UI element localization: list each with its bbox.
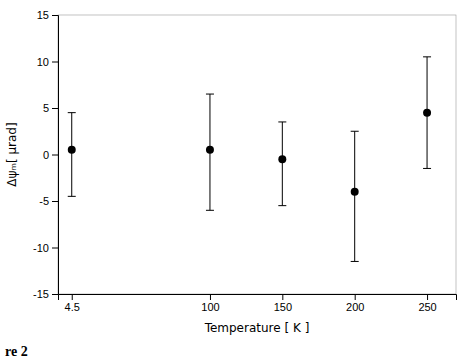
plot-frame (58, 15, 456, 294)
y-axis: -15 -10 -5 0 5 10 15 (33, 9, 58, 300)
tick: 4.5 (65, 294, 80, 313)
tick-mark (282, 294, 283, 300)
error-bar-cap (423, 56, 431, 57)
tick-label: 10 (37, 56, 49, 68)
chart: 4.5 100 150 200 250 -15 -10 -5 0 5 10 15 Temperature… (0, 0, 474, 362)
tick-label: -15 (33, 288, 49, 300)
tick-label: 0 (43, 149, 49, 161)
error-bar (206, 94, 214, 210)
error-bar-stem (354, 131, 355, 261)
axis-line (52, 16, 59, 295)
error-bar (68, 113, 76, 197)
tick-mark (427, 294, 428, 300)
tick-label: 250 (418, 301, 436, 313)
tick: 100 (201, 294, 219, 313)
error-bar-cap (206, 94, 214, 95)
error-bar (351, 131, 359, 261)
point (278, 155, 286, 163)
error-bar-stem (71, 113, 72, 197)
error-bar (423, 57, 431, 169)
error-bar-cap (423, 168, 431, 169)
point (68, 146, 76, 154)
tick: -15 (33, 288, 58, 300)
x-axis: 4.5 100 150 200 250 (59, 294, 457, 313)
tick-mark (52, 108, 58, 109)
error-bar-cap (351, 131, 359, 132)
tick: 200 (346, 294, 364, 313)
tick: 250 (418, 294, 436, 313)
plot: 4.5 100 150 200 250 -15 -10 -5 0 5 10 15 (33, 9, 456, 313)
error-bar-cap (206, 210, 214, 211)
tick: 150 (274, 294, 292, 313)
tick: 0 (43, 149, 58, 161)
error-bar (278, 122, 286, 206)
error-bar-cap (278, 121, 286, 122)
point (423, 109, 431, 117)
axis-line (59, 295, 457, 301)
tick: 5 (43, 102, 58, 114)
tick-mark (52, 15, 58, 16)
tick-mark (52, 248, 58, 249)
tick-mark (355, 294, 356, 300)
error-bar-stem (282, 122, 283, 206)
tick-label: 5 (43, 102, 49, 114)
tick: -5 (39, 195, 58, 207)
tick-mark (52, 155, 58, 156)
tick: 10 (37, 56, 58, 68)
x-axis-title: Temperature [ K ] (204, 321, 310, 335)
tick-label: 15 (37, 9, 49, 21)
tick-label: -5 (39, 195, 49, 207)
error-bar-cap (68, 112, 76, 113)
error-bar-cap (278, 205, 286, 206)
tick: -10 (33, 242, 58, 254)
y-axis-title: Δψₘ[ μrad] (5, 122, 19, 186)
tick: 15 (37, 9, 58, 21)
tick-mark (52, 62, 58, 63)
tick-mark (52, 294, 58, 295)
tick-label: 4.5 (65, 301, 80, 313)
tick-label: 200 (346, 301, 364, 313)
tick-mark (210, 294, 211, 300)
tick-label: 100 (201, 301, 219, 313)
tick-label: -10 (33, 242, 49, 254)
point (206, 146, 214, 154)
error-bar-cap (68, 196, 76, 197)
point (351, 188, 359, 196)
tick-label: 150 (274, 301, 292, 313)
marks (68, 57, 431, 262)
tick-mark (72, 294, 73, 300)
error-bar-cap (351, 261, 359, 262)
tick-mark (52, 201, 58, 202)
annotation: re 2 (5, 344, 28, 359)
